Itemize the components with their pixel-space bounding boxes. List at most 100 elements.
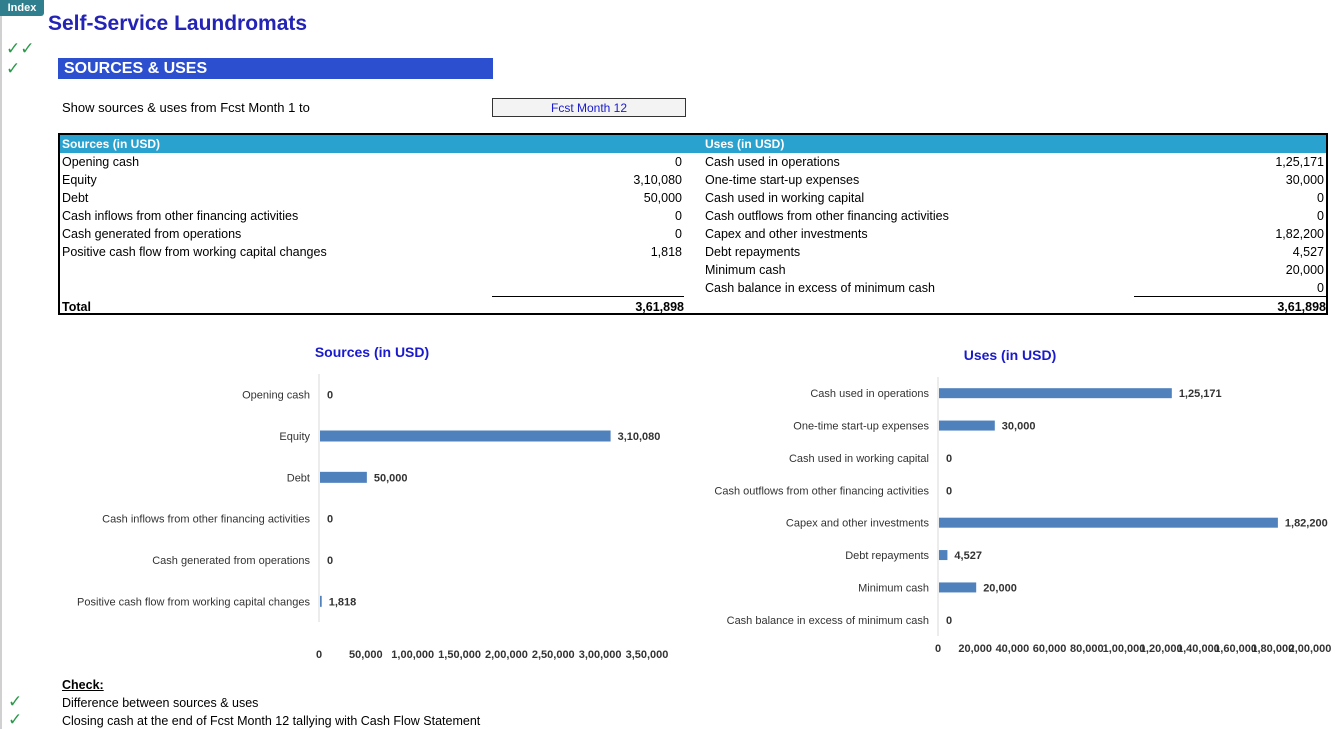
period-label: Show sources & uses from Fcst Month 1 to: [62, 100, 310, 115]
bar: [320, 430, 611, 442]
sources-total-value: 3,61,898: [635, 300, 684, 314]
category-label: Debt: [287, 472, 310, 484]
tick-label: 2,00,000: [1289, 643, 1332, 655]
tick-label: 1,60,000: [1214, 643, 1257, 655]
data-label: 0: [946, 453, 952, 465]
uses-row-value: 0: [1317, 209, 1324, 223]
table-header-bar: Sources (in USD) Uses (in USD): [60, 135, 1326, 153]
sheet-left-edge: [0, 0, 2, 729]
bar: [939, 420, 995, 431]
uses-row-label: Minimum cash: [705, 263, 786, 277]
sources-row-label: Debt: [62, 191, 89, 205]
section-heading: SOURCES & USES: [58, 58, 493, 79]
sources-uses-table: Sources (in USD) Uses (in USD) Opening c…: [58, 133, 1328, 315]
data-label: 50,000: [374, 472, 408, 484]
category-label: Minimum cash: [858, 582, 929, 594]
uses-row-value: 30,000: [1285, 173, 1324, 187]
sources-total-rule: [492, 296, 684, 297]
data-label: 0: [327, 555, 333, 567]
bar: [939, 388, 1172, 399]
uses-row-value: 1,25,171: [1275, 155, 1324, 169]
data-label: 20,000: [983, 582, 1017, 594]
sources-row-label: Cash generated from operations: [62, 227, 242, 241]
data-label: 0: [946, 615, 952, 627]
check-item: Difference between sources & uses: [62, 696, 259, 710]
uses-row-value: 20,000: [1285, 263, 1324, 277]
category-label: Cash outflows from other financing activ…: [714, 485, 929, 497]
data-label: 3,10,080: [618, 431, 661, 443]
tick-label: 20,000: [958, 643, 992, 655]
data-label: 1,82,200: [1285, 518, 1328, 530]
sources-row-value: 50,000: [643, 191, 682, 205]
tick-label: 80,000: [1070, 643, 1104, 655]
sources-row-label: Opening cash: [62, 155, 140, 169]
uses-row-value: 0: [1317, 191, 1324, 205]
uses-row-value: 0: [1317, 281, 1324, 295]
tick-label: 2,00,000: [485, 649, 528, 661]
tick-label: 1,00,000: [391, 649, 434, 661]
data-label: 1,818: [329, 596, 357, 608]
tick-label: 1,40,000: [1177, 643, 1220, 655]
period-select[interactable]: Fcst Month 12: [492, 98, 686, 117]
tick-label: 0: [935, 643, 941, 655]
sources-row-value: 0: [675, 209, 682, 223]
category-label: Debt repayments: [845, 550, 929, 562]
check-heading: Check:: [62, 678, 104, 692]
uses-header: Uses (in USD): [705, 137, 785, 151]
data-label: 0: [327, 390, 333, 402]
category-label: Cash inflows from other financing activi…: [102, 514, 310, 526]
check-item: Closing cash at the end of Fcst Month 12…: [62, 714, 481, 728]
category-label: Opening cash: [242, 390, 310, 402]
uses-bar-chart: Cash used in operations 1,25,171 One-time …: [714, 377, 1332, 655]
page-title: Self-Service Laundromats: [48, 12, 308, 35]
data-label: 1,25,171: [1179, 388, 1222, 400]
data-label: 0: [946, 485, 952, 497]
category-label: Equity: [279, 431, 310, 443]
category-label: One-time start-up expenses: [793, 421, 929, 433]
category-label: Cash used in operations: [810, 388, 929, 400]
uses-total-rule: [1134, 296, 1326, 297]
category-label: Cash generated from operations: [152, 555, 310, 567]
sources-header: Sources (in USD): [62, 137, 161, 151]
uses-row-label: Cash used in operations: [705, 155, 840, 169]
sources-row-value: 0: [675, 227, 682, 241]
tick-label: 3,50,000: [626, 649, 669, 661]
tick-label: 2,50,000: [532, 649, 575, 661]
data-label: 4,527: [954, 550, 982, 562]
category-label: Cash used in working capital: [789, 453, 929, 465]
sources-row-value: 0: [675, 155, 682, 169]
sources-bar-chart: Opening cash 0 Equity 3,10,080 Debt 50,000 Cas…: [77, 374, 669, 661]
sources-row-value: 3,10,080: [633, 173, 682, 187]
uses-row-label: Cash balance in excess of minimum cash: [705, 281, 935, 295]
check-mark-icon: ✓: [8, 692, 23, 711]
tick-label: 1,80,000: [1251, 643, 1294, 655]
sources-row-label: Cash inflows from other financing activi…: [62, 209, 299, 223]
uses-row-label: Cash outflows from other financing activ…: [705, 209, 949, 223]
tick-label: 60,000: [1033, 643, 1067, 655]
check-mark-icon: ✓: [6, 59, 21, 78]
category-label: Positive cash flow from working capital …: [77, 596, 310, 608]
sources-total-label: Total: [62, 300, 91, 314]
tick-label: 1,20,000: [1140, 643, 1183, 655]
uses-row-label: Capex and other investments: [705, 227, 868, 241]
bar: [939, 582, 977, 593]
uses-row-label: Cash used in working capital: [705, 191, 865, 205]
uses-row-value: 1,82,200: [1275, 227, 1324, 241]
sources-chart-title: Sources (in USD): [314, 344, 430, 360]
tick-label: 3,00,000: [579, 649, 622, 661]
bar: [939, 517, 1278, 528]
bar: [320, 595, 322, 607]
uses-row-label: One-time start-up expenses: [705, 173, 860, 187]
index-tab[interactable]: Index: [0, 0, 44, 16]
category-label: Capex and other investments: [786, 518, 930, 530]
data-label: 0: [327, 514, 333, 526]
sources-row-label: Equity: [62, 173, 97, 187]
tick-label: 1,50,000: [438, 649, 481, 661]
sources-row-label: Positive cash flow from working capital …: [62, 245, 327, 259]
double-check-mark-icon: ✓✓: [6, 39, 35, 58]
bar: [939, 550, 948, 561]
tick-label: 0: [316, 649, 322, 661]
category-label: Cash balance in excess of minimum cash: [727, 615, 929, 627]
check-mark-icon: ✓: [8, 710, 23, 729]
sources-row-value: 1,818: [650, 245, 682, 259]
